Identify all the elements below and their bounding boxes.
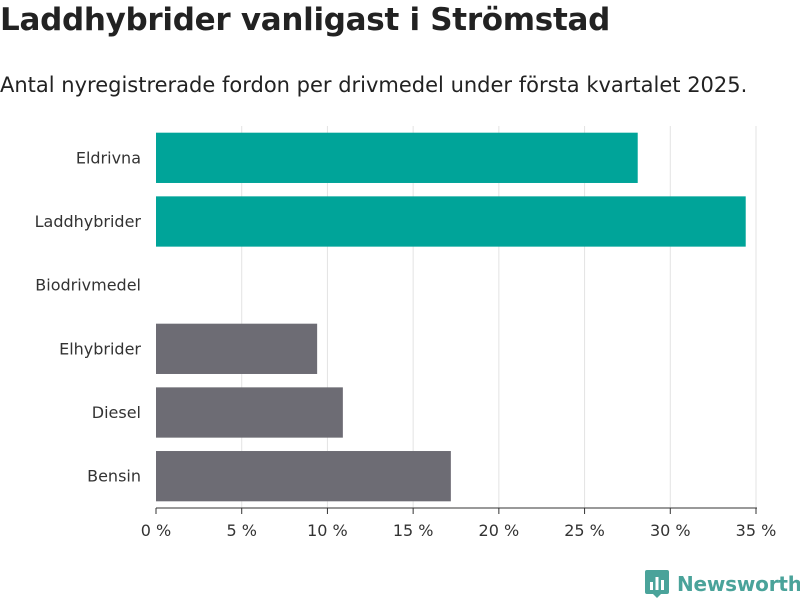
x-tick-label: 35 % (736, 521, 777, 540)
category-label: Diesel (92, 403, 141, 422)
brand-name: Newsworthy (677, 572, 800, 596)
category-label: Bensin (87, 467, 141, 486)
x-tick-label: 10 % (307, 521, 348, 540)
category-label: Laddhybrider (35, 212, 142, 231)
bars (156, 132, 746, 502)
bar (156, 196, 746, 247)
x-tick-label: 0 % (141, 521, 171, 540)
bar (156, 451, 451, 502)
bar (156, 323, 318, 374)
bar (156, 387, 343, 438)
bar (156, 132, 638, 183)
x-tick-label: 20 % (479, 521, 520, 540)
x-tick-label: 15 % (393, 521, 434, 540)
chart-subtitle: Antal nyregistrerade fordon per drivmede… (0, 73, 748, 97)
x-axis: 0 % 5 % 10 % 15 % 20 % 25 % 30 % 35 % (141, 507, 777, 540)
newsworthy-icon (645, 570, 669, 598)
category-label: Biodrivmedel (35, 276, 141, 295)
gridlines (241, 126, 757, 508)
category-labels: Eldrivna Laddhybrider Biodrivmedel Elhybrid… (35, 148, 142, 485)
newsworthy-logo: Newsworthy (645, 568, 800, 600)
x-tick-label: 25 % (564, 521, 605, 540)
category-label: Elhybrider (59, 339, 141, 358)
category-label: Eldrivna (76, 148, 141, 167)
chart-title: Laddhybrider vanligast i Strömstad (0, 2, 610, 38)
x-tick-label: 30 % (650, 521, 691, 540)
x-tick-label: 5 % (226, 521, 256, 540)
